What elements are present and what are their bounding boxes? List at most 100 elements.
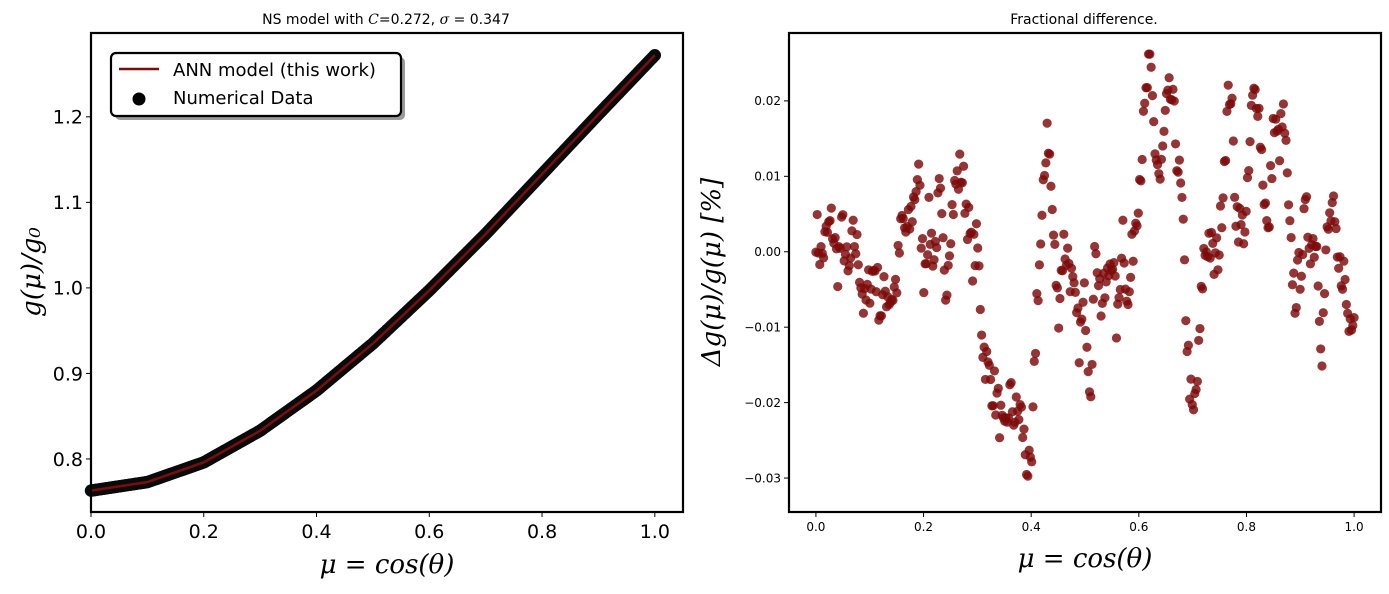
difference-point [1140, 98, 1150, 108]
difference-point [1236, 219, 1246, 230]
difference-point [1227, 93, 1237, 103]
difference-point [1266, 160, 1276, 171]
difference-point [1318, 308, 1328, 318]
difference-point [1078, 297, 1088, 307]
left-y-tick-label: 0.9 [53, 363, 83, 385]
difference-point [893, 240, 903, 251]
left-y-tick-label: 1.0 [53, 278, 83, 300]
difference-point [1192, 376, 1202, 387]
right-x-axis-label: μ = cos(θ) [1018, 544, 1153, 574]
left-plot-area [84, 49, 662, 497]
right-y-tick-label: 0.00 [754, 245, 781, 259]
difference-point [1164, 73, 1174, 83]
difference-point [853, 260, 863, 270]
difference-point [1214, 250, 1224, 260]
difference-point [1118, 215, 1128, 225]
difference-point [1093, 281, 1104, 291]
difference-point [932, 242, 942, 253]
difference-point [1155, 174, 1165, 184]
difference-point [942, 290, 952, 300]
right-x-tick-label: 0.8 [1237, 520, 1256, 534]
difference-point [1299, 204, 1309, 214]
left-x-tick-label: 0.6 [414, 521, 444, 543]
difference-point [876, 311, 887, 321]
difference-point [1181, 316, 1191, 326]
difference-point [1221, 155, 1231, 166]
left-x-tick-label: 0.0 [76, 521, 106, 543]
difference-point [1029, 356, 1039, 366]
difference-point [1018, 432, 1028, 443]
right-y-ticks: −0.03 −0.02 −0.01 0.00 0.01 0.02 [744, 94, 789, 485]
difference-point [952, 166, 962, 176]
difference-point [1212, 233, 1222, 243]
difference-point [1132, 221, 1142, 231]
difference-point [1170, 139, 1181, 149]
difference-point [1283, 200, 1294, 210]
difference-point [1274, 156, 1285, 166]
left-x-axis-label: μ = cos(θ) [320, 550, 455, 580]
left-y-tick-label: 0.8 [53, 449, 83, 471]
difference-point [1264, 222, 1274, 232]
difference-point [1267, 173, 1277, 184]
difference-point [1217, 223, 1227, 233]
right-x-tick-label: 0.2 [914, 520, 933, 534]
difference-point [851, 249, 861, 259]
difference-point [812, 209, 822, 220]
difference-point [1137, 154, 1147, 165]
difference-point [1133, 208, 1143, 218]
difference-point [1087, 359, 1097, 370]
difference-point [865, 298, 875, 308]
difference-point [989, 366, 1000, 376]
difference-point [929, 255, 939, 265]
difference-point [1287, 280, 1298, 290]
right-y-tick-label: −0.02 [744, 396, 781, 410]
difference-point [1230, 192, 1240, 202]
difference-point [1260, 198, 1271, 208]
difference-point [1188, 405, 1199, 415]
difference-point [1191, 384, 1201, 395]
difference-point [1319, 289, 1330, 299]
difference-point [923, 250, 933, 260]
difference-point [1278, 99, 1289, 109]
difference-point [1124, 287, 1134, 297]
right-x-tick-label: 0.6 [1129, 520, 1148, 534]
difference-point [1168, 84, 1178, 94]
difference-point [1257, 144, 1267, 155]
difference-point [1159, 126, 1169, 136]
difference-point [1339, 256, 1349, 266]
right-x-ticks: 0.0 0.2 0.4 0.6 0.8 1.0 [806, 512, 1364, 534]
difference-point [838, 210, 848, 220]
left-y-tick-label: 1.1 [53, 192, 83, 214]
difference-point [1258, 180, 1268, 190]
difference-point [1027, 457, 1037, 467]
difference-point [1090, 241, 1100, 252]
difference-point [1047, 204, 1057, 215]
difference-point [1340, 274, 1350, 285]
right-x-tick-label: 0.4 [1022, 520, 1041, 534]
difference-point [1313, 281, 1323, 291]
difference-point [1019, 424, 1029, 434]
difference-point [1289, 268, 1299, 278]
left-plot-frame [89, 31, 685, 514]
difference-point [1301, 192, 1312, 202]
difference-point [1218, 193, 1228, 203]
difference-point [1183, 340, 1193, 350]
difference-point [1070, 287, 1080, 297]
difference-point [849, 241, 860, 252]
difference-point [1228, 136, 1238, 146]
left-chart-title: NS model with C=0.272, σ = 0.347 [262, 12, 510, 28]
difference-point [1281, 135, 1291, 145]
difference-point [830, 233, 840, 243]
difference-point [1119, 258, 1129, 268]
difference-point [1282, 168, 1292, 178]
right-plot-area [811, 49, 1359, 481]
difference-point [1178, 214, 1188, 224]
difference-point [1240, 227, 1250, 237]
difference-point [898, 213, 908, 224]
difference-point [1250, 84, 1260, 95]
difference-point [1331, 223, 1341, 234]
difference-point [1349, 313, 1359, 323]
difference-point [916, 243, 926, 253]
difference-point [852, 229, 862, 240]
difference-point [1052, 283, 1062, 293]
